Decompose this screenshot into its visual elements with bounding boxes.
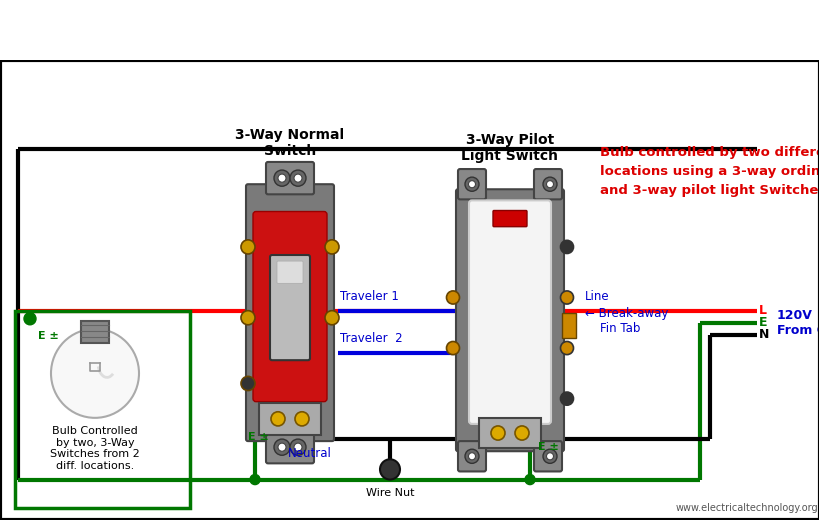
FancyBboxPatch shape: [265, 162, 314, 194]
Circle shape: [560, 291, 572, 304]
Circle shape: [294, 174, 301, 182]
Bar: [15, 310, 190, 508]
Bar: [81, 321, 109, 343]
Circle shape: [24, 313, 36, 325]
Circle shape: [294, 443, 301, 451]
FancyBboxPatch shape: [246, 184, 333, 441]
Text: E ±: E ±: [247, 432, 269, 442]
Circle shape: [560, 240, 572, 253]
Circle shape: [514, 426, 528, 440]
FancyBboxPatch shape: [277, 261, 303, 283]
Text: E ±: E ±: [537, 442, 558, 452]
Circle shape: [560, 342, 572, 355]
Bar: [561, 313, 575, 338]
Text: www.electricaltechnology.org: www.electricaltechnology.org: [675, 503, 817, 513]
Circle shape: [446, 342, 459, 355]
Text: 120V
From CB: 120V From CB: [776, 309, 819, 337]
Circle shape: [379, 459, 400, 479]
FancyBboxPatch shape: [253, 212, 327, 401]
Circle shape: [542, 177, 556, 191]
Circle shape: [468, 453, 475, 460]
Circle shape: [560, 392, 572, 405]
Circle shape: [241, 310, 255, 325]
Circle shape: [545, 180, 553, 188]
Circle shape: [545, 453, 553, 460]
Circle shape: [278, 174, 286, 182]
FancyBboxPatch shape: [259, 402, 320, 435]
Circle shape: [324, 310, 338, 325]
Text: ← Break-away
    Fin Tab: ← Break-away Fin Tab: [584, 307, 667, 335]
Circle shape: [464, 177, 478, 191]
FancyBboxPatch shape: [269, 255, 310, 360]
Text: L: L: [758, 304, 766, 317]
Text: E: E: [758, 316, 767, 329]
Text: Bulb Controlled
by two, 3-Way
Switches from 2
diff. locations.: Bulb Controlled by two, 3-Way Switches f…: [50, 426, 140, 471]
Circle shape: [324, 240, 338, 254]
Circle shape: [51, 329, 139, 418]
FancyBboxPatch shape: [458, 441, 486, 472]
Text: Traveler  2: Traveler 2: [340, 332, 402, 345]
FancyBboxPatch shape: [478, 418, 541, 448]
Circle shape: [542, 449, 556, 463]
Circle shape: [295, 412, 309, 426]
Circle shape: [524, 474, 534, 485]
FancyBboxPatch shape: [533, 441, 561, 472]
Text: 3-Way Normal
Switch: 3-Way Normal Switch: [235, 128, 344, 158]
Circle shape: [446, 291, 459, 304]
Circle shape: [290, 439, 305, 456]
Text: Traveler 1: Traveler 1: [340, 290, 398, 303]
Text: 3-Way Pilot
Light Switch: 3-Way Pilot Light Switch: [461, 133, 558, 163]
Text: E ±: E ±: [38, 331, 59, 341]
FancyBboxPatch shape: [468, 200, 550, 424]
Text: Wire Nut: Wire Nut: [365, 488, 414, 498]
Circle shape: [468, 180, 475, 188]
Circle shape: [278, 443, 286, 451]
Circle shape: [250, 474, 260, 485]
Circle shape: [274, 170, 290, 186]
Circle shape: [290, 170, 305, 186]
Text: N: N: [758, 329, 768, 342]
Text: Neutral: Neutral: [287, 447, 332, 460]
Circle shape: [241, 240, 255, 254]
FancyBboxPatch shape: [533, 169, 561, 199]
Circle shape: [241, 376, 255, 391]
Text: Line: Line: [584, 290, 609, 303]
Circle shape: [274, 439, 290, 456]
FancyBboxPatch shape: [492, 211, 527, 227]
Text: How to Wire a 3-Way Pilot Light Switch?: How to Wire a 3-Way Pilot Light Switch?: [33, 14, 786, 46]
Circle shape: [270, 412, 285, 426]
FancyBboxPatch shape: [458, 169, 486, 199]
FancyBboxPatch shape: [455, 189, 563, 451]
Text: Bulb controlled by two different
locations using a 3-way ordinary
and 3-way pilo: Bulb controlled by two different locatio…: [600, 146, 819, 197]
Circle shape: [464, 449, 478, 463]
FancyBboxPatch shape: [265, 431, 314, 463]
Circle shape: [491, 426, 505, 440]
